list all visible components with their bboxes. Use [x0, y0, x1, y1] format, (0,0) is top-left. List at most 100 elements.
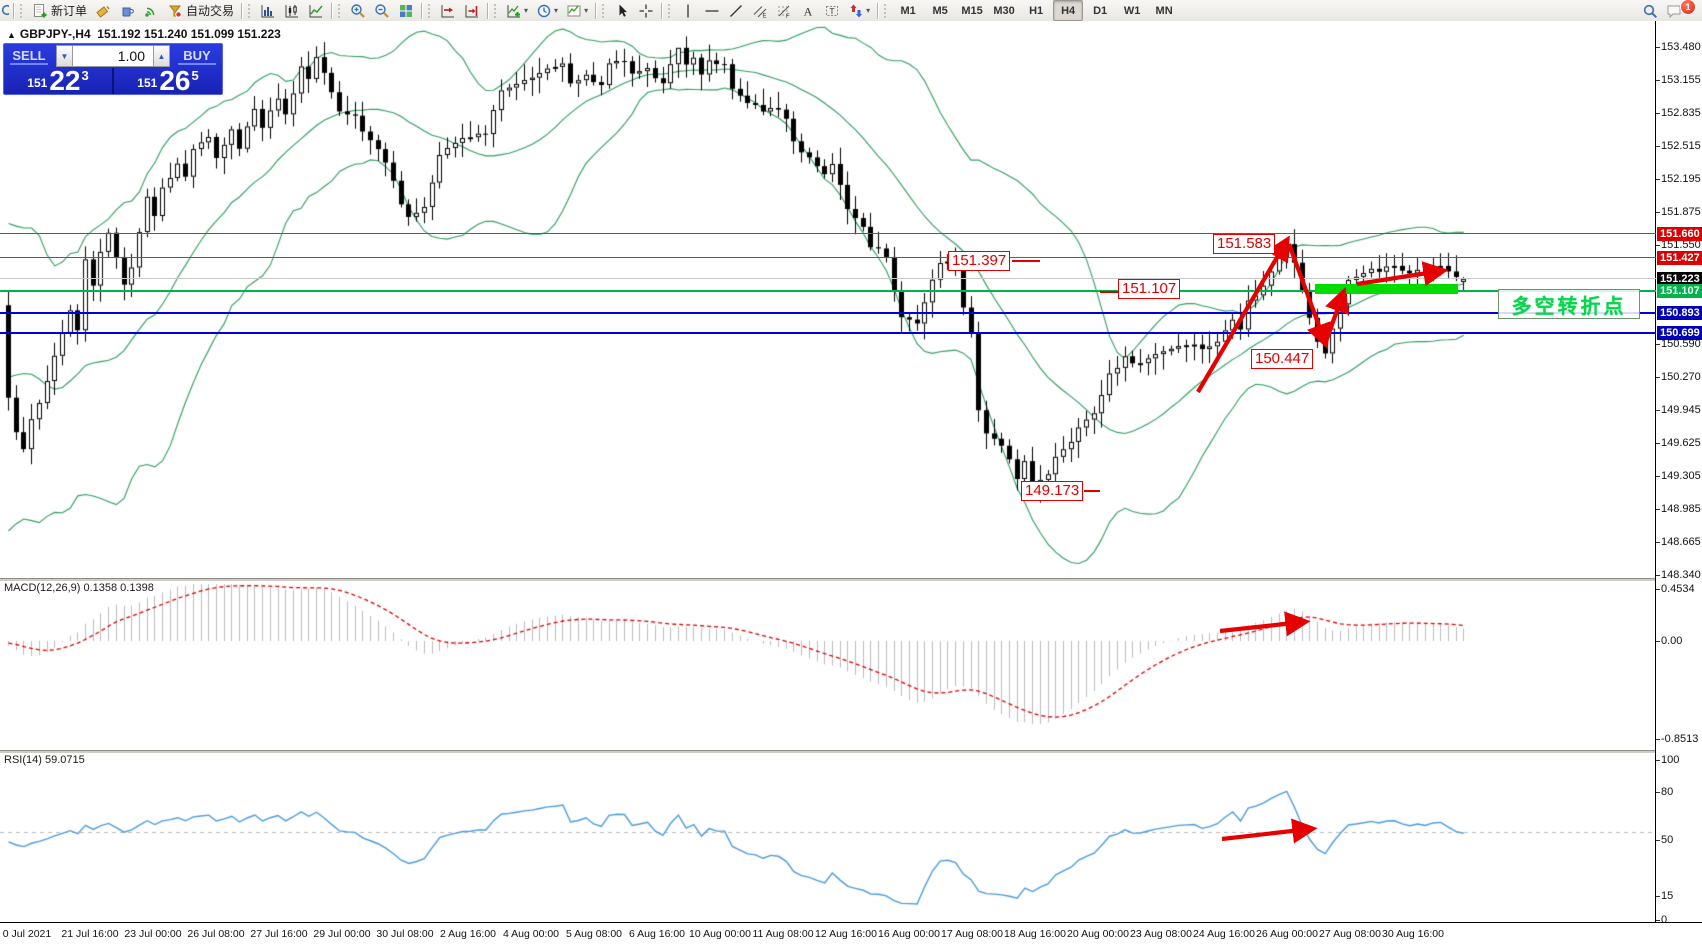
pivot-note-label[interactable]: 多空转折点 [1498, 289, 1640, 319]
zoom-out-button[interactable] [371, 0, 393, 21]
axis-tick [1656, 376, 1660, 378]
search-button[interactable] [1639, 0, 1661, 21]
toolbar-grip[interactable] [338, 3, 343, 18]
axis-tick [1656, 641, 1660, 642]
price-level-line[interactable] [0, 289, 1656, 292]
timeframe-w1-button[interactable]: W1 [1123, 4, 1141, 17]
sell-price[interactable]: 151 22 3 [4, 67, 114, 94]
toolbar-grip[interactable] [602, 3, 607, 18]
new-order-icon [32, 3, 48, 19]
axis-tick [1656, 574, 1660, 576]
timeframe-m15-button[interactable]: M15 [961, 4, 983, 17]
profiles-button[interactable]: ▾ [533, 0, 561, 21]
price-level-line[interactable] [0, 311, 1656, 314]
auto-scroll-icon [464, 3, 480, 19]
alerts-button[interactable] [92, 0, 114, 21]
toolbar-grip[interactable] [20, 3, 25, 18]
time-label: 6 Aug 16:00 [628, 928, 686, 940]
axis-tick [1656, 792, 1660, 793]
collapse-triangle-icon[interactable]: ▲ [7, 30, 16, 40]
fibonacci-button[interactable]: F [773, 0, 795, 21]
cursor-tool-button[interactable] [611, 0, 633, 21]
main-chart-canvas[interactable] [0, 21, 1656, 579]
time-label: 18 Aug 16:00 [1004, 928, 1066, 940]
zoom-in-button[interactable] [347, 0, 369, 21]
price-level-line[interactable] [0, 331, 1656, 334]
arrows-shapes-button[interactable]: ▾ [845, 0, 873, 21]
price-annotation-label[interactable]: 150.447 [1251, 349, 1314, 369]
tile-windows-button[interactable] [395, 0, 417, 21]
timeframe-d1-button[interactable]: D1 [1093, 4, 1108, 17]
buy-button[interactable]: BUY [172, 45, 222, 67]
time-axis[interactable]: 0 Jul 2021 21 Jul 16:00 23 Jul 00:00 26 Jul… [0, 922, 1702, 945]
autotrading-button[interactable]: 自动交易 [164, 0, 237, 21]
time-label: 16 Aug 00:00 [878, 928, 940, 940]
bar-chart-button[interactable] [257, 0, 279, 21]
templates-button[interactable]: ▾ [563, 0, 591, 21]
rsi-pane-separator[interactable] [0, 750, 1702, 754]
price-level-line[interactable] [0, 257, 1656, 259]
rsi-tick-label: 15 [1661, 890, 1674, 902]
svg-text:A: A [804, 4, 813, 18]
market-button[interactable] [116, 0, 138, 21]
price-annotation-label[interactable]: 151.583 [1213, 234, 1276, 254]
price-tick-label: 148.665 [1661, 535, 1701, 548]
macd-pane-canvas[interactable] [0, 580, 1656, 750]
time-label: 5 Aug 08:00 [565, 928, 623, 940]
toolbar-grip[interactable] [668, 3, 673, 18]
timeframe-h1-button[interactable]: H1 [1029, 4, 1044, 17]
timeframe-m5-button[interactable]: M5 [932, 4, 948, 17]
price-annotation-label[interactable]: 151.107 [1118, 279, 1181, 299]
rsi-tick-label: 100 [1661, 754, 1680, 766]
price-level-line[interactable] [0, 278, 1656, 280]
chat-notification-badge[interactable]: 1 [1680, 0, 1696, 15]
time-label: 30 Jul 08:00 [376, 928, 434, 940]
timeframe-m30-button[interactable]: M30 [993, 4, 1015, 17]
time-label: 27 Jul 16:00 [250, 928, 308, 940]
price-tick-label: 148.985 [1661, 502, 1701, 515]
support-zone-highlight[interactable] [1315, 284, 1458, 294]
channel-icon: E [752, 3, 768, 19]
toolbar-grip[interactable] [248, 3, 253, 18]
toolbar-grip[interactable] [884, 3, 889, 18]
channel-button[interactable]: E [749, 0, 771, 21]
chart-window: 153.480 153.155 152.835 152.515 152.195 151.8… [0, 21, 1702, 945]
macd-pane-separator[interactable] [0, 578, 1702, 582]
axis-tick [1656, 738, 1660, 740]
horizontal-line-button[interactable] [701, 0, 723, 21]
vertical-line-button[interactable] [677, 0, 699, 21]
timeframe-h4-button[interactable]: H4 [1053, 0, 1084, 21]
toolbar-grip[interactable] [494, 3, 499, 18]
text-label-button[interactable]: T [821, 0, 843, 21]
crosshair-tool-button[interactable] [635, 0, 657, 21]
candle-chart-icon [284, 3, 300, 19]
axis-tick [1656, 410, 1660, 412]
toolbar-grip[interactable] [428, 3, 433, 18]
price-tick-label: 152.195 [1661, 172, 1701, 185]
candle-chart-button[interactable] [281, 0, 303, 21]
trendline-button[interactable] [725, 0, 747, 21]
chart-shift-button[interactable] [437, 0, 459, 21]
rsi-pane-canvas[interactable] [0, 752, 1656, 922]
price-level-line[interactable] [0, 233, 1656, 235]
symbol-ohlc-line[interactable]: ▲ GBPJPY-,H4 151.192 151.240 151.099 151.… [7, 27, 281, 41]
text-button[interactable]: A [797, 0, 819, 21]
new-chart-button[interactable]: ▾ [503, 0, 531, 21]
timeframe-mn-button[interactable]: MN [1155, 4, 1173, 17]
buy-price[interactable]: 151 26 5 [137, 65, 199, 95]
lot-size-input[interactable]: 1.00 [73, 45, 153, 67]
lot-increase-button[interactable]: ▲ [153, 45, 170, 67]
new-order-button[interactable]: 新订单 [29, 0, 90, 21]
price-tick-label: 149.625 [1661, 436, 1701, 449]
price-annotation-label[interactable]: 149.173 [1021, 481, 1084, 501]
time-label: 30 Aug 16:00 [1382, 928, 1444, 940]
line-chart-button[interactable] [305, 0, 327, 21]
auto-scroll-button[interactable] [461, 0, 483, 21]
price-annotation-label[interactable]: 151.397 [948, 251, 1011, 271]
timeframe-m1-button[interactable]: M1 [900, 4, 916, 17]
signals-button[interactable] [140, 0, 162, 21]
sell-button[interactable]: SELL [4, 45, 54, 67]
lot-decrease-button[interactable]: ▼ [56, 45, 73, 67]
label-connector [1012, 260, 1040, 262]
